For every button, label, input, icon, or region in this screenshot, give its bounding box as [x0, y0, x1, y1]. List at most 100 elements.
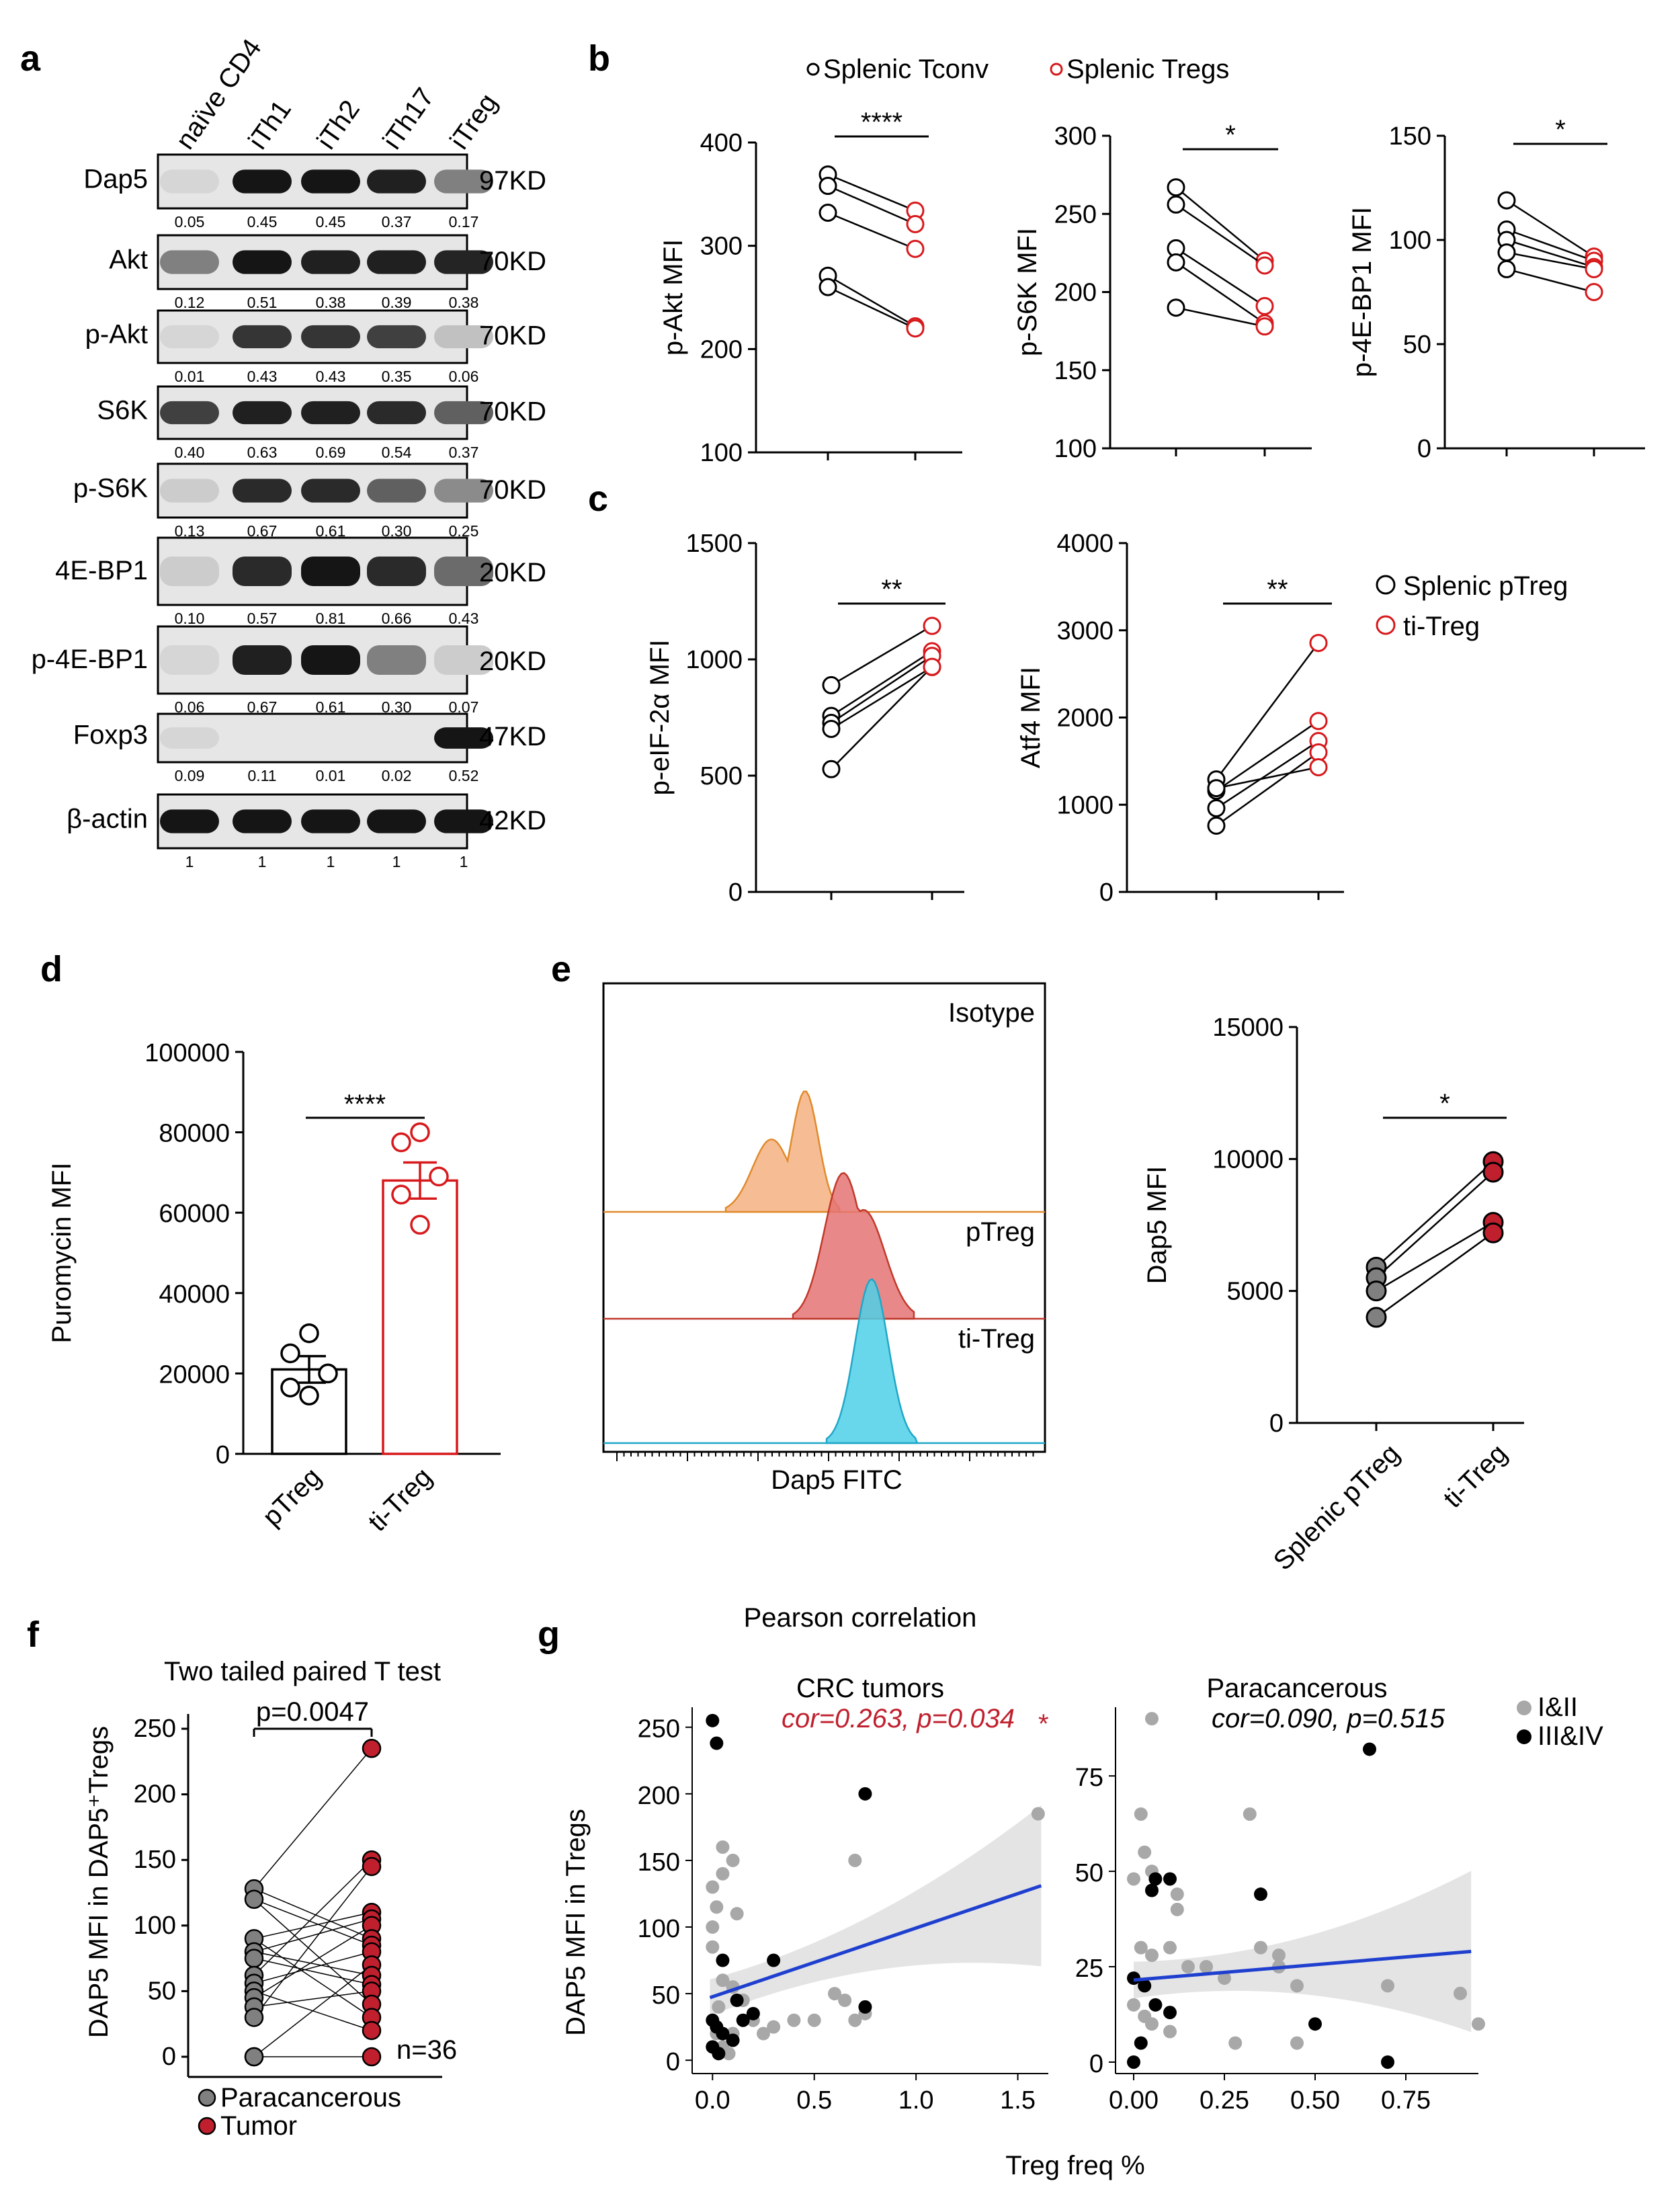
y-axis-label: Puromycin MFI — [47, 1163, 77, 1344]
x-tick-label: 0.50 — [1290, 2086, 1340, 2115]
point-b — [1482, 1161, 1504, 1183]
y-tick-label: 100 — [1389, 227, 1431, 255]
point-b — [1255, 317, 1274, 336]
blot-band — [434, 727, 493, 749]
point-stage-i-ii — [710, 1900, 724, 1914]
blot-band — [233, 169, 292, 194]
legend-marker-stage-iii-iv — [1517, 1729, 1531, 1744]
point-stage-iii-iv — [1145, 1883, 1159, 1897]
y-tick-label: 50 — [148, 1977, 176, 2005]
point-a — [1207, 779, 1226, 798]
tumor-point — [362, 1856, 382, 1877]
legend-label-stage-iii-iv: III&IV — [1538, 1721, 1603, 1751]
paracancerous-point — [244, 1949, 264, 1968]
pair-line — [1376, 1161, 1494, 1268]
kd-label: 70KD — [479, 397, 546, 427]
point-stage-iii-iv — [1138, 1979, 1152, 1993]
quant-value: 0.01 — [175, 368, 205, 385]
y-tick-label: 100 — [1054, 435, 1097, 463]
point-stage-i-ii — [807, 2013, 821, 2027]
kd-label: 70KD — [479, 475, 546, 505]
point-a — [818, 278, 837, 296]
pair-line — [1376, 1172, 1494, 1278]
histogram-ptreg — [792, 1172, 915, 1320]
confidence-band — [1134, 1871, 1472, 2033]
point-stage-i-ii — [787, 2013, 801, 2027]
point-b — [906, 214, 925, 233]
blot-band — [367, 401, 426, 425]
point-stage-iii-iv — [1363, 1742, 1376, 1756]
pair-line — [831, 666, 933, 770]
legend-label-paracancerous: Paracancerous — [220, 2083, 401, 2113]
point-a — [822, 719, 841, 738]
pair-line — [1215, 642, 1320, 780]
lane-label: iTreg — [444, 88, 503, 155]
pair-line — [1376, 1221, 1494, 1292]
significance-stars: **** — [344, 1090, 386, 1119]
kd-label: 42KD — [479, 806, 546, 835]
y-tick-label: 10000 — [1212, 1145, 1284, 1174]
x-tick-label: pTreg — [257, 1462, 327, 1532]
legend-label-stage-i-ii: I&II — [1538, 1692, 1578, 1722]
tumor-point — [362, 2047, 382, 2067]
blot-band — [160, 557, 219, 586]
paracancerous-point — [244, 2008, 264, 2027]
x-tick-label: 0.75 — [1381, 2086, 1431, 2115]
pair-line — [1506, 200, 1595, 257]
blot-band — [301, 325, 360, 349]
quant-value: 1 — [392, 853, 401, 870]
point-stage-iii-iv — [1308, 2017, 1322, 2031]
point-a — [822, 760, 841, 778]
y-axis-label: DAP5 MFI in DAP5⁺Tregs — [84, 1726, 114, 2038]
x-tick-label: 0.5 — [796, 2086, 832, 2115]
blot-band — [367, 479, 426, 503]
quant-value: 0.52 — [449, 767, 479, 784]
lane-label: iTh1 — [243, 95, 297, 155]
quant-value: 0.35 — [382, 368, 412, 385]
y-axis-label: p-Akt MFI — [659, 239, 688, 356]
data-point — [410, 1215, 430, 1235]
protein-label: Akt — [109, 245, 148, 275]
point-stage-iii-iv — [716, 2027, 730, 2041]
pair-line — [253, 1866, 372, 2018]
panel-label-e: e — [551, 949, 571, 989]
pair-line — [831, 650, 933, 717]
pair-line — [831, 625, 933, 686]
quant-value: 1 — [258, 853, 267, 870]
y-tick-label: 300 — [1054, 122, 1097, 151]
pair-line — [827, 173, 916, 212]
point-b — [1309, 634, 1328, 653]
blot-band — [160, 479, 219, 503]
plot-title: CRC tumors — [796, 1674, 944, 1703]
panel-c-paired-plots: 0 500 1000 1500 p-eIF-2α MFI ** 0 1000 2000 3000 4… — [645, 530, 1568, 907]
point-stage-i-ii — [716, 1840, 730, 1854]
quant-value: 0.38 — [449, 294, 479, 311]
protein-label: p-S6K — [73, 474, 148, 503]
y-tick-label: 50 — [1075, 1859, 1103, 1887]
blot-band — [233, 250, 292, 274]
legend-label-tumor: Tumor — [220, 2111, 297, 2141]
plot-title: Paracancerous — [1206, 1674, 1387, 1703]
point-b — [923, 616, 941, 635]
quant-value: 0.10 — [175, 610, 205, 627]
panel-label-d: d — [40, 949, 62, 989]
protein-label: Dap5 — [83, 165, 148, 194]
y-tick-label: 1500 — [685, 530, 743, 558]
x-tick-label: 0.25 — [1200, 2086, 1249, 2115]
quant-value: 0.05 — [175, 213, 205, 231]
point-a — [1207, 816, 1226, 835]
point-stage-i-ii — [1181, 1960, 1195, 1974]
quant-value: 0.45 — [316, 213, 346, 231]
point-stage-i-ii — [1170, 1902, 1184, 1916]
blot-band — [301, 169, 360, 194]
y-tick-label: 250 — [638, 1715, 680, 1744]
blot-band — [367, 809, 426, 833]
blot-band — [160, 727, 219, 749]
pair-line — [1175, 204, 1265, 267]
point-stage-i-ii — [706, 1880, 720, 1894]
quant-value: 1 — [460, 853, 468, 870]
panel-label-b: b — [588, 38, 610, 79]
point-stage-i-ii — [848, 1853, 862, 1867]
y-tick-label: 0 — [216, 1441, 230, 1469]
point-stage-i-ii — [1290, 1979, 1304, 1993]
